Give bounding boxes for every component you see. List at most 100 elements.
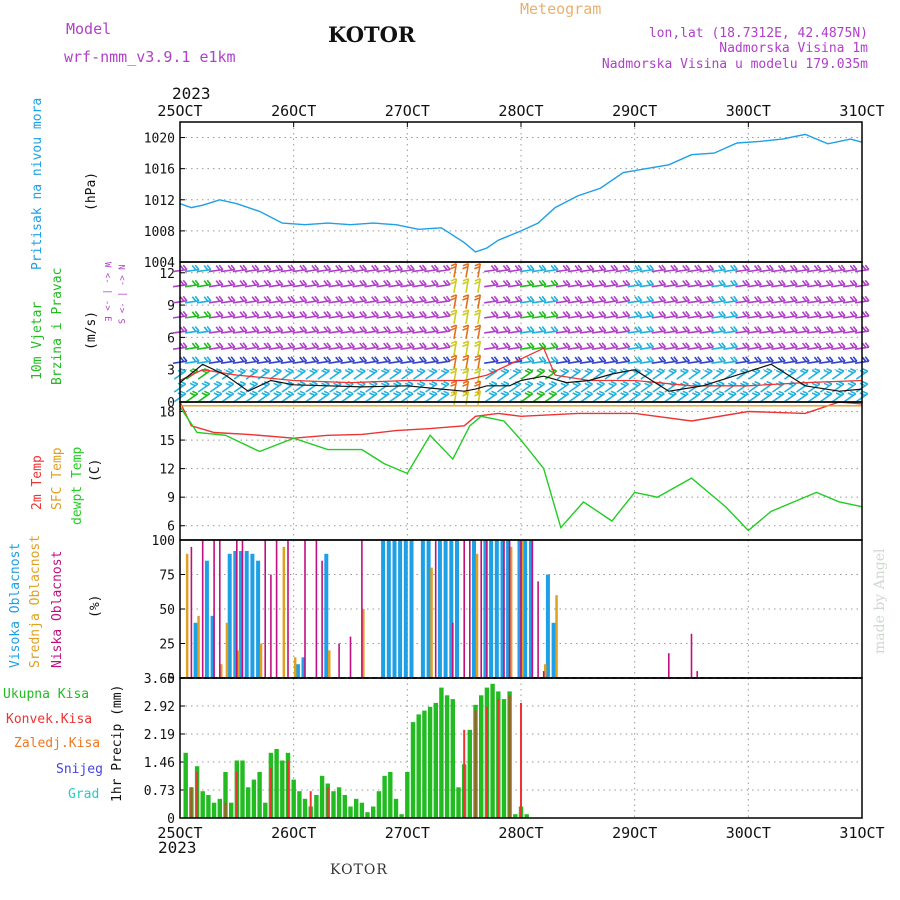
wind-barb-stroke: [584, 369, 591, 374]
wind-barb-stroke: [543, 330, 558, 334]
wind-barb: [699, 356, 715, 364]
wind-barb-stroke: [586, 326, 592, 332]
cloud-bar: [219, 540, 221, 678]
wind-barb-stroke: [816, 264, 822, 271]
wind-barb-stroke: [838, 367, 845, 372]
wind-barb-stroke: [462, 324, 469, 328]
wind-barb-stroke: [507, 300, 523, 304]
wind-barb-stroke: [601, 295, 607, 302]
wind-barb-stroke: [733, 325, 738, 332]
wind-barb-stroke: [771, 283, 786, 288]
wind-barb-stroke: [406, 326, 412, 332]
wind-barb-stroke: [428, 392, 435, 397]
wind-barb-stroke: [359, 296, 365, 302]
wind-barb: [305, 367, 318, 380]
wind-barb-stroke: [596, 392, 603, 397]
wind-barb-stroke: [400, 300, 415, 304]
wind-barb-stroke: [823, 369, 830, 374]
wind-barb-stroke: [404, 392, 411, 397]
wind-barb-stroke: [747, 360, 762, 364]
cloud-bar: [315, 540, 318, 678]
wind-barb-stroke: [184, 300, 200, 304]
wind-barb-stroke: [777, 280, 783, 286]
wind-barb-stroke: [406, 265, 412, 271]
wind-barb: [795, 325, 810, 334]
date-tick-top: 25OCT: [157, 102, 202, 120]
wind-barb: [831, 264, 846, 273]
wind-barb-stroke: [574, 367, 581, 372]
wind-barb-stroke: [816, 356, 822, 362]
wind-barb: [365, 390, 378, 403]
wind-barb-stroke: [440, 392, 447, 397]
wind-barb-stroke: [194, 325, 200, 332]
wind-barb-stroke: [589, 264, 595, 271]
wind-barb-stroke: [723, 346, 738, 350]
wind-barb-stroke: [610, 311, 616, 317]
wind-barb-stroke: [792, 264, 798, 271]
wind-barb-stroke: [682, 367, 689, 372]
wind-barb: [771, 310, 786, 319]
wind-barb-stroke: [831, 300, 846, 304]
wind-barb-stroke: [706, 356, 712, 363]
wind-barb-stroke: [352, 346, 367, 350]
wind-barb-stroke: [474, 327, 481, 331]
wind-barb-stroke: [191, 265, 197, 271]
wind-barb-stroke: [676, 370, 689, 380]
wind-barb-stroke: [431, 380, 438, 385]
wind-barb-stroke: [209, 383, 223, 393]
wind-barb-stroke: [694, 265, 700, 271]
cloud-ytick-label: 0: [167, 672, 175, 687]
wind-barb: [640, 367, 653, 380]
wind-barb: [759, 342, 774, 350]
wind-barb: [819, 356, 834, 364]
wind-barb-stroke: [381, 369, 388, 374]
wind-barb-stroke: [203, 326, 209, 332]
wind-barb: [376, 264, 391, 273]
wind-barb-stroke: [340, 360, 355, 364]
wind-barb-stroke: [227, 280, 233, 286]
wind-barb: [735, 264, 750, 273]
wind-barb-stroke: [562, 367, 569, 372]
wind-barb-stroke: [245, 393, 258, 403]
wind-barb-stroke: [706, 367, 713, 372]
wind-barb-stroke: [819, 383, 833, 393]
wind-barb-stroke: [196, 330, 211, 334]
wind-barb-stroke: [386, 342, 391, 348]
wind-barb-stroke: [591, 360, 606, 364]
wind-barb-stroke: [179, 265, 185, 271]
wind-barb-stroke: [412, 300, 427, 304]
wind-barb: [627, 342, 643, 350]
wind-barb-stroke: [365, 370, 378, 380]
wind-barb-stroke: [383, 280, 388, 286]
wind-barb-stroke: [622, 356, 628, 363]
wind-barb: [316, 342, 332, 350]
wind-barb: [687, 325, 703, 334]
wind-barb-stroke: [670, 380, 677, 385]
wind-barb: [352, 279, 368, 288]
wind-barb-stroke: [220, 315, 235, 319]
wind-barb-stroke: [864, 310, 870, 317]
wind-barb-stroke: [424, 315, 439, 319]
wind-barb-stroke: [311, 367, 318, 372]
wind-barb-stroke: [442, 356, 448, 363]
wind-barb-stroke: [670, 356, 676, 363]
wind-barb-stroke: [299, 367, 306, 372]
wind-barb-stroke: [465, 309, 470, 324]
wind-barb-stroke: [843, 393, 857, 403]
wind-barb-stroke: [400, 315, 415, 319]
wind-barb-stroke: [517, 264, 523, 271]
wind-barb-stroke: [514, 280, 520, 286]
wind-barb: [580, 367, 593, 380]
wind-barb-stroke: [364, 283, 379, 288]
wind-barb: [615, 342, 631, 350]
wind-barb-stroke: [601, 342, 607, 348]
wind-barb-stroke: [453, 380, 458, 396]
wind-barb-stroke: [374, 279, 379, 286]
precip-bar-total: [365, 812, 370, 818]
wind-barb-stroke: [419, 367, 426, 372]
wind-barb-stroke: [531, 346, 546, 350]
wind-barb-stroke: [462, 309, 469, 313]
wind-barb-stroke: [565, 342, 571, 348]
wind-barb-stroke: [862, 380, 869, 385]
wind-barb: [437, 390, 450, 403]
